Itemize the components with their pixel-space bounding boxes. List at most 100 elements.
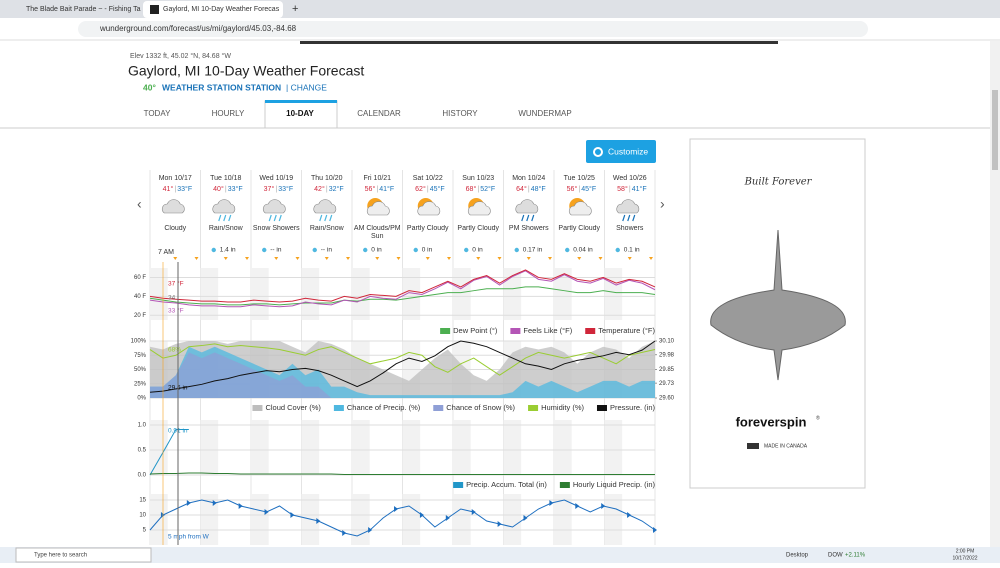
precip-icon [329,214,333,222]
marker [577,257,582,260]
sep: | [376,186,378,193]
day-condition: Showers [616,225,644,232]
nav-tab[interactable]: 10-DAY [286,109,314,118]
night-band [453,268,471,320]
precip-icon [526,214,530,222]
current-temp: 40° [143,82,156,92]
drop-icon [413,247,418,253]
marker [245,257,249,260]
drop-icon [565,247,570,253]
night-band [251,268,269,320]
change-link[interactable]: | CHANGE [286,82,327,92]
night-band [503,268,522,320]
prev-arrow[interactable]: ‹ [137,196,142,212]
wind-arrow [212,500,217,506]
marker [526,257,531,260]
legend-swatch [510,328,521,334]
next-arrow[interactable]: › [660,196,665,212]
day-low: 45°F [430,185,445,193]
day-high: 62° [415,185,426,193]
precip-icon [273,214,277,222]
day-precip: 0 in [472,247,483,254]
station[interactable]: WEATHER STATION STATION [162,82,281,92]
time-label: 7 AM [158,249,174,256]
ticker-change: +2.11% [845,553,866,559]
marker [295,257,300,260]
wind-arrow [523,515,528,521]
cloud-icon [515,199,539,214]
marker [548,257,552,260]
search-box[interactable] [15,547,152,563]
day-precip: 0.17 in [523,247,543,254]
y-tick-label: 0.0 [138,473,147,479]
drop-icon [615,247,620,253]
gear-icon [593,147,603,157]
cloud-icon [616,199,640,214]
cloud-icon [212,199,236,214]
night-band [200,268,219,320]
scroll-thumb[interactable] [992,90,998,170]
day-high: 56° [567,185,578,193]
series-line [149,286,656,306]
y-tick-label: 100% [131,339,147,345]
day-precip: -- in [270,247,282,254]
clock-time: 2:00 PM [956,548,975,554]
marker [476,257,481,260]
tab-active[interactable] [143,1,283,18]
condition-box: Cloudy [164,225,187,232]
precip-icon [531,214,535,222]
day-condition: Cloudy [164,225,187,232]
precip-icon [632,214,636,222]
night-band [402,494,421,545]
day-low: 33°F [278,185,293,193]
day-date: Thu 10/20 [311,175,343,182]
condition-box: Partly Cloudy [558,225,600,232]
new-tab[interactable]: + [292,3,298,15]
night-band [352,268,370,320]
nav-tab[interactable]: HISTORY [442,109,478,118]
legend-label: Hourly Liquid Precip. (in) [573,480,656,489]
wind-arrow [368,527,373,533]
legend-swatch [440,328,451,334]
current-value: 33 °F [168,307,184,315]
flag [747,443,759,449]
marker [627,257,632,260]
scrollbar[interactable] [990,41,1000,547]
condition-box: AM Clouds/PM Sun [354,225,401,240]
nav-tab[interactable]: HOURLY [212,109,245,118]
day-high: 37° [264,185,275,193]
current-value: 37 °F [168,280,184,288]
day-low: 32°F [329,185,344,193]
sep: | [427,186,429,193]
nav-tab[interactable]: WUNDERMAP [518,109,571,118]
tab[interactable] [8,1,140,18]
night-band [352,420,370,475]
wind-arrow [342,530,347,536]
marker [425,257,430,260]
marker [194,257,199,260]
day-high: 68° [466,185,477,193]
marker [447,257,451,260]
drop-icon [464,247,469,253]
address-bar[interactable] [78,21,868,37]
legend-label: Chance of Precip. (%) [347,403,421,412]
customize-button[interactable] [586,140,656,163]
drop-icon [262,247,267,253]
cloud-icon [162,199,185,214]
night-band [301,268,320,320]
night-band [150,268,168,320]
night-band [200,494,219,545]
nav-tab[interactable]: CALENDAR [357,109,401,118]
current-value: 34 [168,295,176,302]
nav-tab[interactable]: TODAY [144,109,171,118]
legend-swatch [252,405,263,411]
legend-swatch [596,405,607,411]
series-line [149,343,656,376]
condition-box: Showers [616,225,644,232]
night-band [503,494,522,545]
day-high: 40° [213,185,224,193]
day-date: Mon 10/24 [512,175,545,182]
precip-icon [278,214,282,222]
ad-tagline: Built Forever [744,177,813,188]
legend-swatch [559,482,570,488]
